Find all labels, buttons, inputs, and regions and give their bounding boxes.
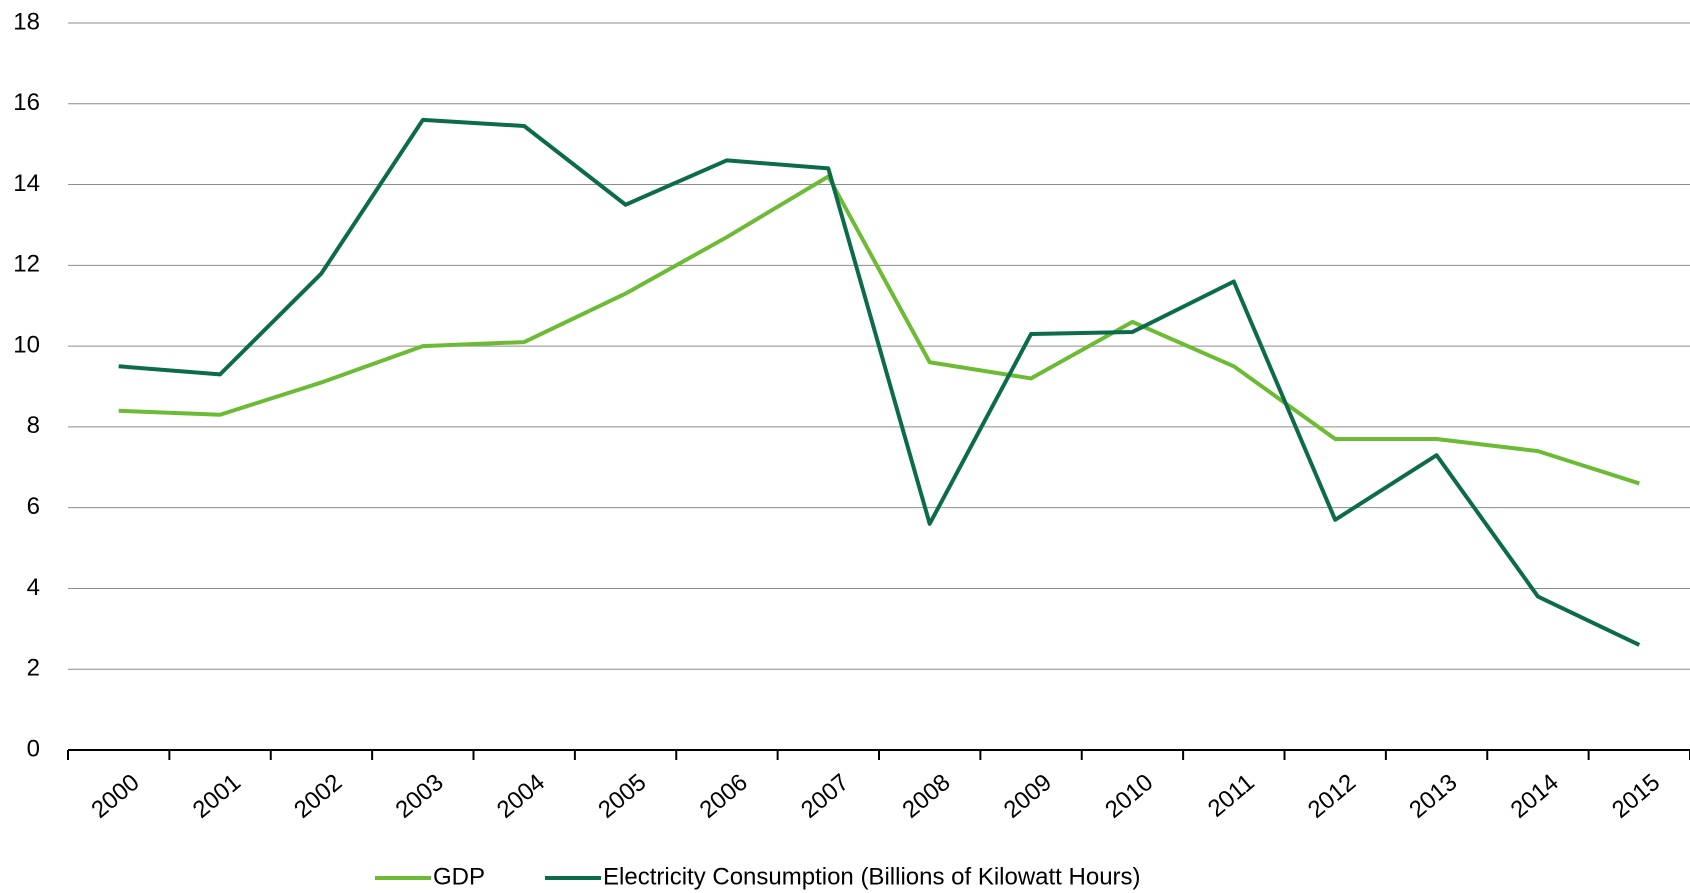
y-tick-label: 8	[27, 412, 40, 439]
x-tick-label: 2009	[999, 769, 1057, 824]
y-tick-label: 16	[13, 89, 40, 116]
y-tick-label: 6	[27, 493, 40, 520]
x-tick-label: 2001	[188, 769, 246, 824]
x-tick-label: 2004	[492, 769, 550, 824]
y-tick-label: 14	[13, 170, 40, 197]
x-tick-label: 2003	[390, 769, 448, 824]
y-tick-label: 4	[27, 574, 40, 601]
x-tick-label: 2014	[1506, 769, 1564, 824]
x-tick-label: 2002	[289, 769, 347, 824]
y-tick-label: 10	[13, 331, 40, 358]
x-tick-label: 2015	[1607, 769, 1665, 824]
y-tick-label: 18	[13, 8, 40, 35]
x-tick-label: 2007	[796, 769, 854, 824]
legend-label: Electricity Consumption (Billions of Kil…	[603, 863, 1141, 890]
x-tick-label: 2012	[1303, 769, 1361, 824]
x-tick-label: 2008	[897, 769, 955, 824]
y-tick-label: 0	[27, 735, 40, 762]
y-tick-label: 12	[13, 251, 40, 278]
series-line	[118, 117, 1641, 647]
x-tick-label: 2006	[695, 769, 753, 824]
x-tick-label: 2010	[1100, 769, 1158, 824]
legend-label: GDP	[433, 863, 485, 890]
x-tick-label: 2005	[593, 769, 651, 824]
x-tick-label: 2013	[1404, 769, 1462, 824]
x-tick-label: 2000	[86, 769, 144, 824]
x-tick-label: 2011	[1203, 769, 1260, 823]
series-line	[118, 174, 1640, 486]
y-tick-label: 2	[27, 655, 40, 682]
